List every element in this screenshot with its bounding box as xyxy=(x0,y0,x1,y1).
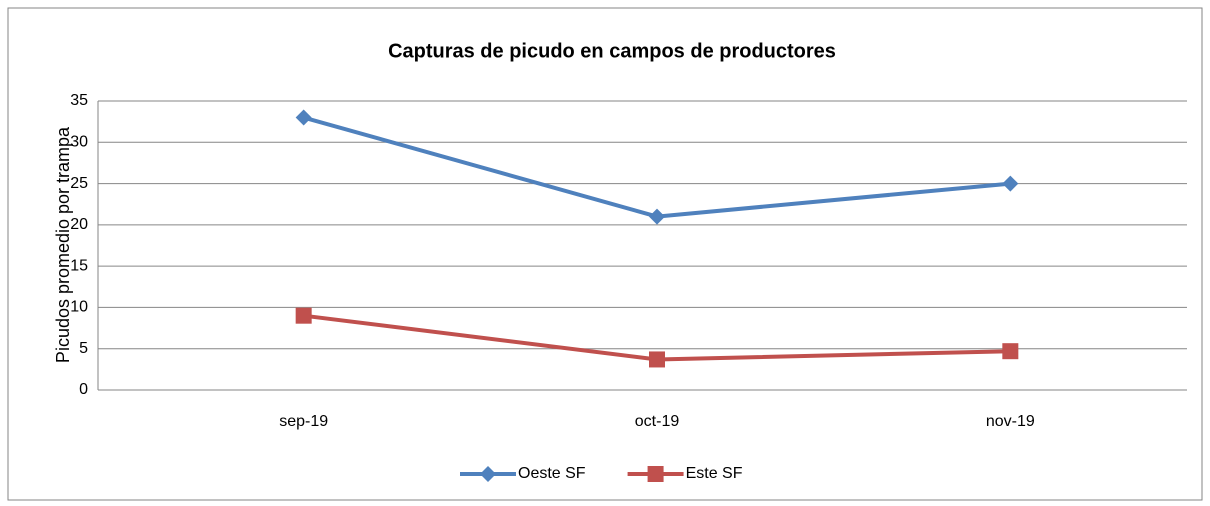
marker xyxy=(295,307,312,324)
y-tick-label: 20 xyxy=(70,216,88,233)
y-tick-label: 35 xyxy=(70,92,88,109)
y-tick-label: 0 xyxy=(79,381,88,398)
chart-frame xyxy=(7,7,1203,501)
chart-title: Capturas de picudo en campos de producto… xyxy=(388,40,836,62)
y-axis-label: Picudos promedio por trampa xyxy=(53,126,73,363)
y-tick-label: 5 xyxy=(79,340,88,357)
marker xyxy=(295,109,312,126)
marker xyxy=(480,466,496,482)
marker xyxy=(1002,343,1019,360)
marker xyxy=(647,466,664,482)
y-tick-label: 25 xyxy=(70,175,88,192)
legend-label: Este SF xyxy=(686,465,743,482)
y-tick-label: 10 xyxy=(70,299,88,316)
legend-label: Oeste SF xyxy=(518,465,586,482)
x-tick-label: nov-19 xyxy=(986,413,1035,430)
marker xyxy=(649,351,665,368)
marker xyxy=(649,208,665,225)
marker xyxy=(1002,175,1019,192)
y-tick-label: 15 xyxy=(70,257,88,274)
x-tick-label: sep-19 xyxy=(279,413,328,430)
y-tick-label: 30 xyxy=(70,134,88,151)
x-tick-label: oct-19 xyxy=(635,413,680,430)
